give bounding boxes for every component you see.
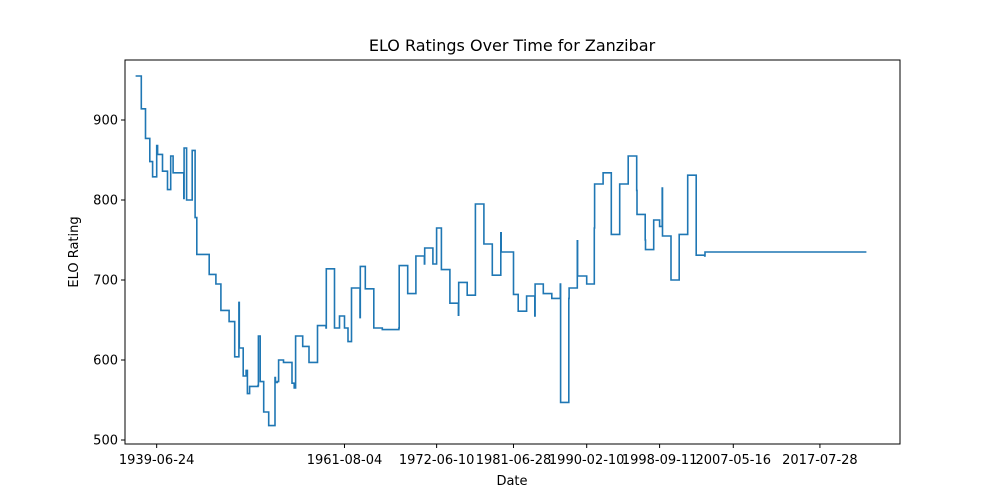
x-tick-label: 1939-06-24 [119,453,195,468]
series-line-0 [135,75,867,427]
x-tick-label: 2017-07-28 [782,453,858,468]
y-tick-label: 600 [93,354,118,369]
x-tick-label: 2007-05-16 [695,453,771,468]
y-tick-label: 500 [93,434,118,449]
x-tick-label: 1981-06-28 [476,453,552,468]
y-tick-label: 800 [93,194,118,209]
plot-frame [124,59,901,445]
plot-area [135,75,867,427]
y-tick-label: 700 [93,274,118,289]
x-tick-label: 1972-06-10 [399,453,475,468]
y-tick-label: 900 [93,114,118,129]
x-tick-label: 1990-02-10 [549,453,625,468]
y-axis: 500 600 700 800 900 [93,114,125,449]
x-axis-title: Date [496,474,527,489]
x-axis: 1939-06-24 1961-08-04 1972-06-10 1981-06-28… [119,444,858,468]
y-axis-title: ELO Rating [67,216,82,287]
chart-title: ELO Ratings Over Time for Zanzibar [369,36,656,55]
x-tick-label: 1998-09-11 [622,453,698,468]
x-tick-label: 1961-08-04 [307,453,383,468]
